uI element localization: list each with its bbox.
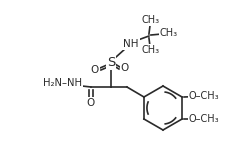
- Text: O–CH₃: O–CH₃: [189, 91, 219, 101]
- Text: NH: NH: [123, 39, 139, 49]
- Text: CH₃: CH₃: [142, 15, 160, 25]
- Text: CH₃: CH₃: [142, 45, 160, 55]
- Text: O: O: [121, 63, 129, 73]
- Text: S: S: [107, 55, 115, 69]
- Text: H₂N–NH: H₂N–NH: [43, 78, 82, 88]
- Text: O–CH₃: O–CH₃: [189, 114, 219, 124]
- Text: O: O: [87, 98, 95, 108]
- Text: CH₃: CH₃: [160, 28, 178, 38]
- Text: O: O: [91, 65, 99, 75]
